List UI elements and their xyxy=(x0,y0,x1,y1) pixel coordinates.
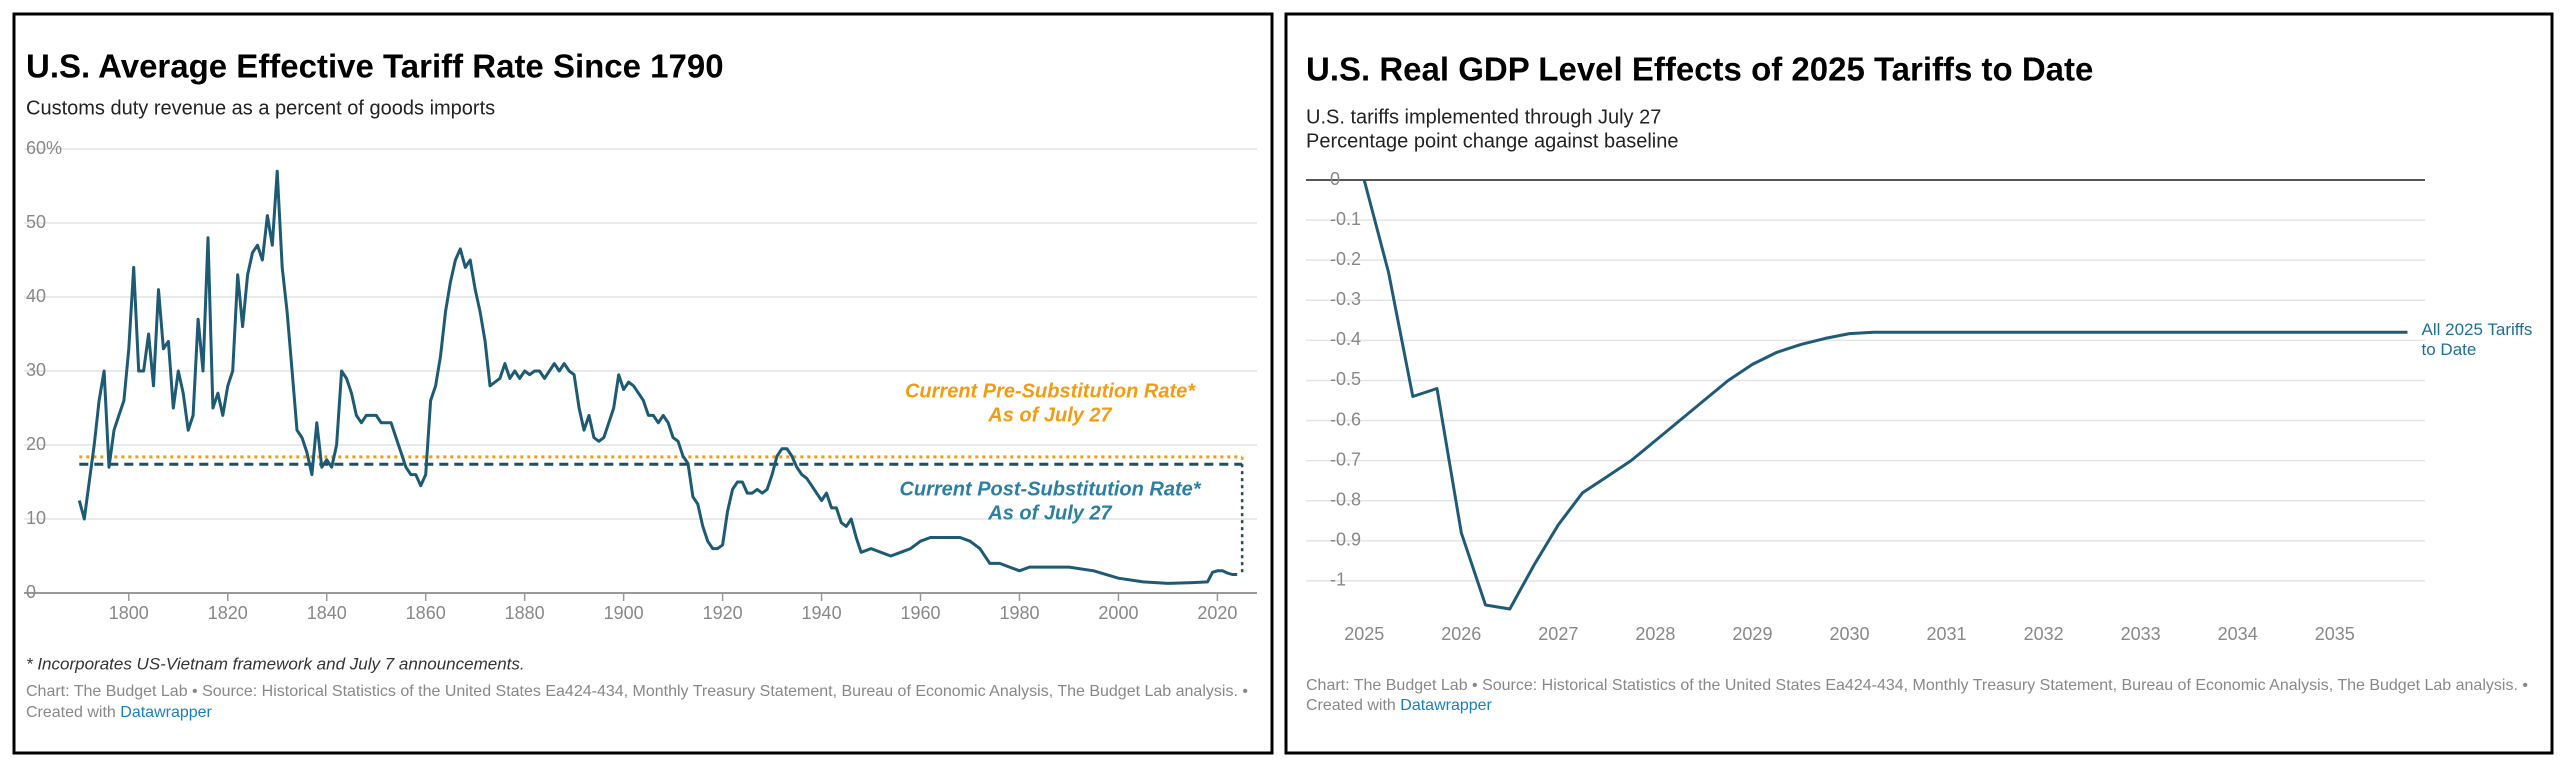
y-tick-label: 0 xyxy=(1330,169,1340,189)
x-tick-label: 2027 xyxy=(1538,624,1578,644)
credit-text: Created with xyxy=(1306,697,1396,714)
annotation: As of July 27 xyxy=(987,404,1112,426)
x-tick-label: 2000 xyxy=(1098,603,1138,623)
credit: Created with Datawrapper xyxy=(26,704,213,721)
credit-link[interactable]: Datawrapper xyxy=(1400,697,1492,714)
y-tick-label: 20 xyxy=(26,434,46,454)
y-tick-label: 40 xyxy=(26,286,46,306)
y-tick-label: 50 xyxy=(26,212,46,232)
y-tick-label: -0.3 xyxy=(1330,289,1361,309)
y-tick-label: -0.6 xyxy=(1330,409,1361,429)
y-tick-label: -0.8 xyxy=(1330,489,1361,509)
y-tick-label: -0.5 xyxy=(1330,369,1361,389)
x-tick-label: 2029 xyxy=(1732,624,1772,644)
series-line xyxy=(1362,179,2408,611)
y-tick-label: 30 xyxy=(26,360,46,380)
chart-subtitle: Customs duty revenue as a percent of goo… xyxy=(26,97,495,119)
x-tick-label: 1880 xyxy=(505,603,545,623)
x-tick-label: 1940 xyxy=(802,603,842,623)
x-tick-label: 1840 xyxy=(307,603,347,623)
source: Chart: The Budget Lab • Source: Historic… xyxy=(26,683,1248,700)
x-tick-label: 1820 xyxy=(208,603,248,623)
y-tick-label: 0 xyxy=(26,582,36,602)
y-tick-label: -0.4 xyxy=(1330,329,1361,349)
x-tick-label: 2025 xyxy=(1344,624,1384,644)
chart-subtitle: U.S. tariffs implemented through July 27 xyxy=(1306,106,1661,128)
y-tick-label: -0.2 xyxy=(1330,249,1361,269)
y-tick-label: 60% xyxy=(26,138,62,158)
x-tick-label: 2033 xyxy=(2121,624,2161,644)
x-tick-label: 2034 xyxy=(2218,624,2258,644)
series-line xyxy=(77,169,1238,585)
annotation: Current Post-Substitution Rate* xyxy=(899,478,1201,500)
x-tick-label: 2032 xyxy=(2024,624,2064,644)
x-tick-label: 1960 xyxy=(900,603,940,623)
panel-border xyxy=(1284,12,2554,755)
source: Chart: The Budget Lab • Source: Historic… xyxy=(1306,677,2528,694)
y-tick-label: 10 xyxy=(26,508,46,528)
series-label: All 2025 Tariffs to Date xyxy=(2421,320,2533,360)
x-tick-label: 2026 xyxy=(1441,624,1481,644)
x-tick-label: 1860 xyxy=(406,603,446,623)
x-tick-label: 2035 xyxy=(2315,624,2355,644)
chart-title: U.S. Average Effective Tariff Rate Since… xyxy=(26,48,724,85)
credit-link[interactable]: Datawrapper xyxy=(120,704,212,721)
y-tick-label: -0.9 xyxy=(1330,530,1361,550)
chart-title: U.S. Real GDP Level Effects of 2025 Tari… xyxy=(1306,51,2093,88)
x-tick-label: 1920 xyxy=(703,603,743,623)
annotation: As of July 27 xyxy=(987,502,1112,524)
x-tick-label: 1800 xyxy=(109,603,149,623)
annotation: Current Pre-Substitution Rate* xyxy=(905,380,1196,402)
x-tick-label: 2030 xyxy=(1829,624,1869,644)
panel-border xyxy=(12,12,1274,755)
credit: Created with Datawrapper xyxy=(1306,697,1493,714)
x-tick-label: 2028 xyxy=(1635,624,1675,644)
chart-subtitle: Percentage point change against baseline xyxy=(1306,130,1679,152)
y-tick-label: -0.1 xyxy=(1330,209,1361,229)
y-tick-label: -1 xyxy=(1330,570,1346,590)
x-tick-label: 2020 xyxy=(1197,603,1237,623)
x-tick-label: 1980 xyxy=(999,603,1039,623)
x-tick-label: 2031 xyxy=(1927,624,1967,644)
x-tick-label: 1900 xyxy=(604,603,644,623)
footnote: * Incorporates US-Vietnam framework and … xyxy=(26,654,525,673)
credit-text: Created with xyxy=(26,704,116,721)
y-tick-label: -0.7 xyxy=(1330,449,1361,469)
